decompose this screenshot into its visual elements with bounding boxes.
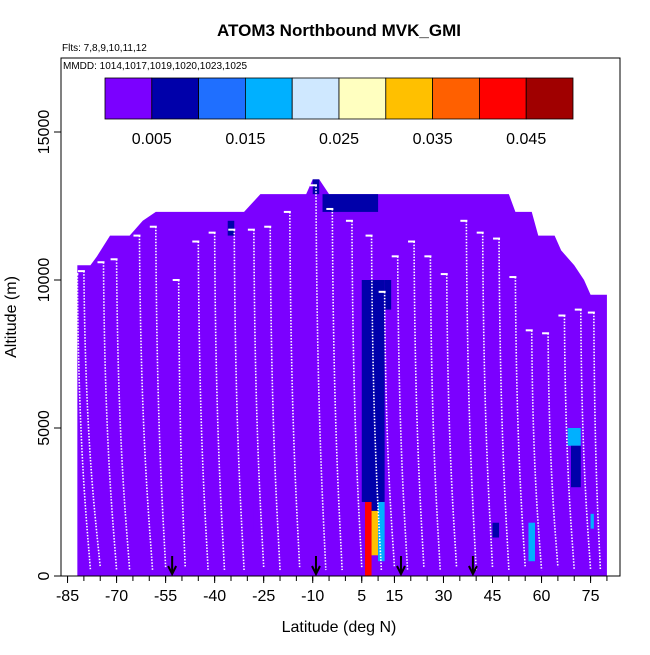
- heatmap-cell: [492, 522, 500, 538]
- colorbar-segment: [104, 77, 153, 120]
- x-tick-label: -70: [105, 588, 128, 605]
- flight-profile: [351, 220, 363, 568]
- colorbar: 0.005 0.015 0.025 0.035 0.045: [104, 77, 574, 148]
- flight-profile: [383, 291, 396, 568]
- latitude-arrow-head: [468, 565, 478, 577]
- flight-profile: [177, 279, 187, 568]
- flight-profile: [547, 333, 559, 568]
- flight-profiles: [71, 184, 602, 571]
- flight-profile: [579, 309, 592, 571]
- chart-title: ATOM3 Northbound MVK_GMI: [217, 21, 461, 40]
- colorbar-tick-label: 0.015: [225, 131, 265, 148]
- heatmap-cell: [198, 457, 205, 517]
- heatmap-cell: [570, 445, 581, 488]
- mmdd-annotation-backdrop: [62, 59, 287, 72]
- colorbar-segment: [244, 77, 293, 120]
- colorbar-segment: [432, 77, 480, 120]
- flight-profile: [115, 259, 131, 571]
- flight-profile: [213, 232, 226, 571]
- heatmap-cell: [322, 194, 379, 212]
- flight-profile: [413, 241, 425, 568]
- flight-profile: [233, 229, 245, 571]
- colorbar-segment: [338, 77, 387, 120]
- latitude-arrow-head: [311, 565, 321, 577]
- heatmap-cell: [528, 522, 536, 562]
- y-axis: 0 5000 10000 15000: [36, 110, 61, 580]
- colorbar-segment: [525, 77, 574, 120]
- colorbar-tick-label: 0.045: [506, 131, 546, 148]
- x-tick-label: -55: [154, 588, 177, 605]
- y-tick-label: 0: [36, 571, 53, 580]
- x-tick-label: 30: [435, 588, 453, 605]
- x-tick-label: 5: [357, 588, 366, 605]
- heatmap-cell: [378, 502, 385, 562]
- heatmap-cell: [247, 487, 254, 532]
- colorbar-tick-label: 0.005: [132, 131, 172, 148]
- latitude-arrow-head: [396, 565, 406, 577]
- flights-annotation: Flts: 7,8,9,10,11,12: [62, 43, 147, 54]
- colorbar-tick-label: 0.035: [413, 131, 453, 148]
- x-tick-label: -85: [56, 588, 79, 605]
- colorbar-segment: [385, 77, 433, 120]
- colorbar-segment: [151, 77, 200, 120]
- flight-profile: [102, 262, 118, 571]
- heatmap-cells: [77, 179, 607, 577]
- y-tick-label: 15000: [36, 110, 53, 155]
- plot-frame: [60, 57, 621, 577]
- colorbar-segment: [478, 77, 527, 120]
- flight-profile: [530, 330, 543, 571]
- x-tick-label: -25: [252, 588, 275, 605]
- flight-profile: [76, 274, 92, 571]
- flight-profile: [498, 238, 510, 571]
- x-tick-label: 60: [533, 588, 551, 605]
- latitude-arrows: [167, 556, 478, 577]
- flight-profile: [481, 232, 494, 568]
- flight-profile: [370, 235, 383, 571]
- heatmap-cell: [361, 280, 385, 502]
- x-tick-label: -40: [203, 588, 226, 605]
- heatmap-cell: [371, 510, 379, 556]
- heatmap-cell: [227, 220, 235, 236]
- flight-profile: [197, 241, 209, 571]
- y-tick-label: 10000: [36, 258, 53, 303]
- x-axis-title: Latitude (deg N): [282, 619, 397, 636]
- colorbar-tick-label: 0.025: [319, 131, 359, 148]
- heatmap-cell: [384, 280, 392, 310]
- x-tick-label: 75: [582, 588, 600, 605]
- y-axis-title: Altitude (m): [3, 276, 20, 358]
- flight-profile: [315, 185, 327, 571]
- mmdd-annotation: MMDD: 1014,1017,1019,1020,1023,1025: [63, 61, 247, 72]
- flight-profile: [155, 226, 167, 568]
- flight-profile: [289, 211, 301, 568]
- y-tick-label: 5000: [36, 410, 53, 446]
- colorbar-segment: [291, 77, 340, 120]
- flight-profile: [253, 229, 265, 568]
- latitude-arrow-head: [167, 565, 178, 577]
- flight-profile: [269, 226, 281, 571]
- colorbar-segment: [198, 77, 246, 120]
- flight-profile: [465, 220, 477, 571]
- x-tick-label: -10: [301, 588, 324, 605]
- heatmap-cell: [365, 502, 372, 576]
- flight-profile: [138, 235, 154, 571]
- heatmap-cell: [590, 513, 594, 529]
- coverage-region: [77, 179, 607, 577]
- x-axis: -85 -70 -55 -40 -25 -10 5 15 30 45 60 75: [56, 576, 608, 605]
- flight-profile: [445, 274, 458, 568]
- flight-profile: [593, 312, 602, 571]
- flight-profile: [83, 271, 102, 568]
- flight-profile: [331, 208, 343, 571]
- heatmap-cell: [567, 428, 581, 446]
- x-tick-label: 45: [484, 588, 502, 605]
- x-tick-label: 15: [386, 588, 404, 605]
